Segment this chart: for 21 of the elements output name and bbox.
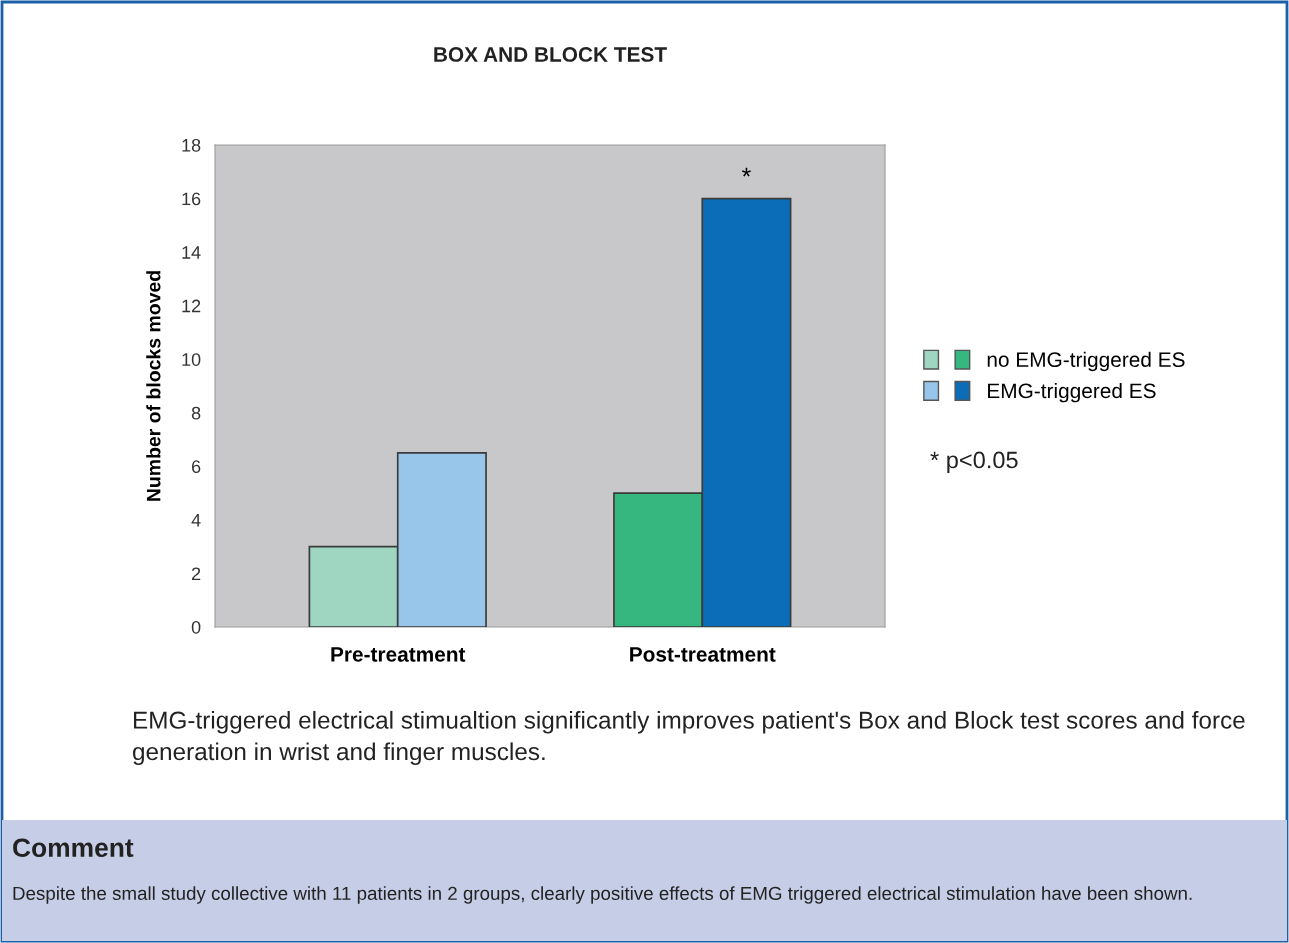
y-tick-label: 6 xyxy=(191,460,201,474)
legend-label: EMG-triggered ES xyxy=(988,382,1156,403)
annotation: * xyxy=(741,167,751,177)
text: Comment xyxy=(13,838,134,858)
y-tick-label: 14 xyxy=(182,246,201,259)
y-tick-label: 10 xyxy=(182,353,201,366)
y-tick-label: 4 xyxy=(191,514,201,527)
y-tick-label: 2 xyxy=(191,567,201,580)
x-tick-label: Pre-treatment xyxy=(331,647,466,662)
y-tick-label: 18 xyxy=(182,138,201,152)
text: * p<0.05 xyxy=(930,451,1018,473)
y-tick-label: 16 xyxy=(182,192,201,206)
text: Despite the small study collective with 11 patients in 2 groups, clearly positive effects of EMG triggered electrical stimulation have been shown. xyxy=(13,886,1192,904)
text: EMG-triggered electrical stimualtion significantly improves patient's Box and Block test scores and force generation in wrist and finger muscles. xyxy=(133,710,1245,766)
y-tick-label: 0 xyxy=(191,620,201,634)
y-tick-label: 8 xyxy=(191,406,201,420)
x-tick-label: Post-treatment xyxy=(630,647,776,662)
legend-label: no EMG-triggered ES xyxy=(987,351,1185,372)
chart-title: BOX AND BLOCK TEST xyxy=(434,47,667,62)
y-tick-label: 12 xyxy=(182,299,201,313)
y-axis-title: Number of blocks moved xyxy=(146,271,161,501)
